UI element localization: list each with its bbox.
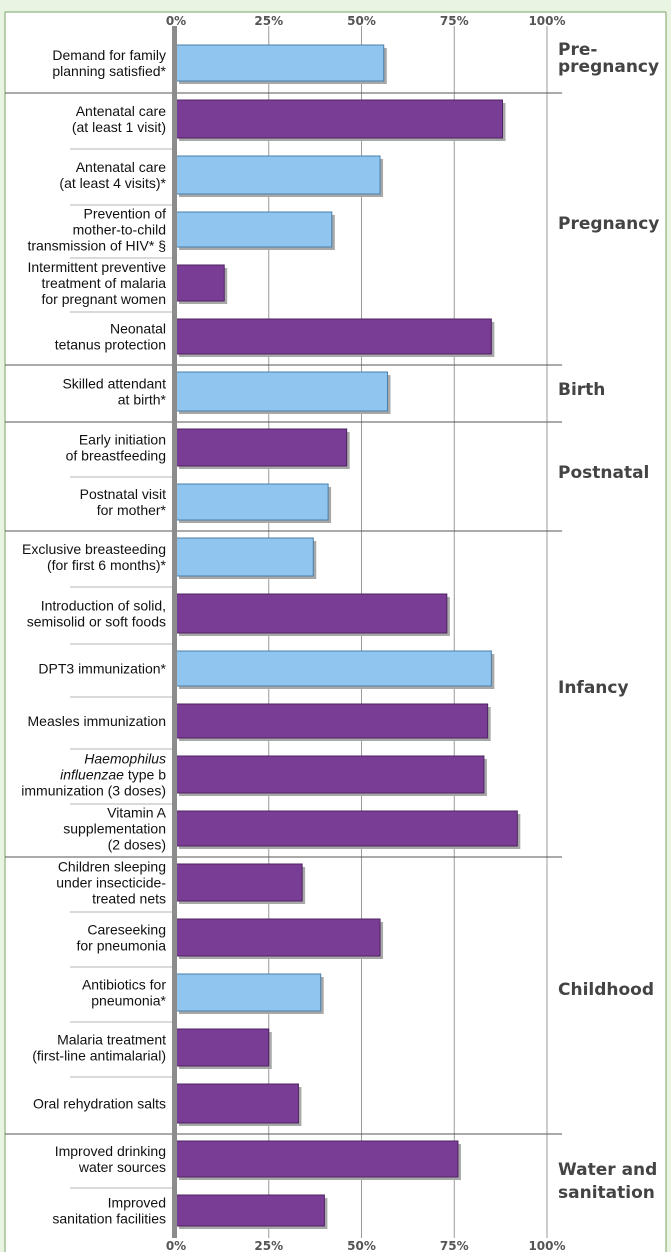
group-label: Pregnancy: [558, 214, 659, 234]
x-tick-label-top: 50%: [347, 14, 376, 28]
x-tick-label-bottom: 50%: [347, 1239, 376, 1252]
bar: [175, 371, 388, 412]
category-label: Malaria treatment (first-line antimalaria…: [32, 1032, 166, 1064]
category-label: Skilled attendant at birth*: [62, 376, 166, 408]
bar: [175, 211, 333, 248]
category-label: Postnatal visit for mother*: [80, 486, 167, 518]
group-label: Water and sanitation: [558, 1160, 657, 1203]
category-label: Improved sanitation facilities: [52, 1195, 166, 1227]
category-label: Intermittent preventive treatment of mala…: [27, 259, 166, 307]
category-label: Measles immunization: [28, 713, 167, 729]
category-label: Demand for family planning satisfied*: [52, 47, 166, 79]
x-tick-label-bottom: 25%: [254, 1239, 283, 1252]
x-tick-label-bottom: 100%: [528, 1239, 565, 1252]
category-label: Antibiotics for pneumonia*: [82, 977, 167, 1009]
category-label: Neonatal tetanus protection: [55, 321, 166, 353]
category-label: Careseeking for pneumonia: [76, 922, 166, 954]
group-label: Childhood: [558, 980, 654, 1000]
bar: [175, 863, 303, 902]
bar: [175, 810, 518, 847]
bar: [175, 428, 348, 467]
bar: [175, 973, 322, 1012]
category-label: Haemophilus influenzae type b immunization…: [21, 751, 166, 799]
bar: [175, 1140, 459, 1178]
bar: [175, 318, 492, 355]
bar: [175, 650, 492, 687]
category-label: Introduction of solid, semisolid or soft …: [27, 598, 166, 630]
bar: [175, 1083, 299, 1124]
category-label: Oral rehydration salts: [33, 1096, 166, 1112]
group-label: Postnatal: [558, 463, 649, 483]
x-tick-label-top: 0%: [166, 14, 186, 28]
bar: [175, 1028, 270, 1067]
bar: [175, 99, 503, 139]
bar: [175, 755, 485, 794]
bar: [175, 264, 225, 302]
x-tick-label-top: 75%: [440, 14, 469, 28]
bar: [175, 703, 489, 739]
zero-axis: [172, 26, 177, 1238]
category-label: DPT3 immunization*: [38, 661, 166, 677]
group-label: Birth: [558, 380, 605, 400]
category-label: Antenatal care (at least 4 visits)*: [59, 159, 166, 191]
bar: [175, 155, 381, 195]
bar: [175, 483, 329, 521]
bar: [175, 1194, 325, 1227]
group-label: Pre-pregnancy: [558, 40, 659, 77]
bar: [175, 537, 314, 577]
category-label: Antenatal care (at least 1 visit): [72, 103, 166, 135]
x-tick-label-bottom: 75%: [440, 1239, 469, 1252]
x-tick-label-top: 100%: [528, 14, 565, 28]
bar: [175, 593, 448, 634]
category-label: Exclusive breasteeding (for first 6 month…: [22, 541, 167, 573]
bar: [175, 44, 385, 82]
category-label: Early initiation of breastfeeding: [66, 432, 166, 464]
bar: [175, 918, 381, 957]
group-label: Infancy: [558, 678, 629, 698]
x-tick-label-bottom: 0%: [166, 1239, 186, 1252]
category-label: Prevention of mother-to-child transmission…: [28, 206, 167, 254]
x-tick-label-top: 25%: [254, 14, 283, 28]
category-label: Improved drinking water sources: [55, 1143, 166, 1175]
category-label: Children sleeping under insecticide-treat…: [56, 859, 166, 907]
